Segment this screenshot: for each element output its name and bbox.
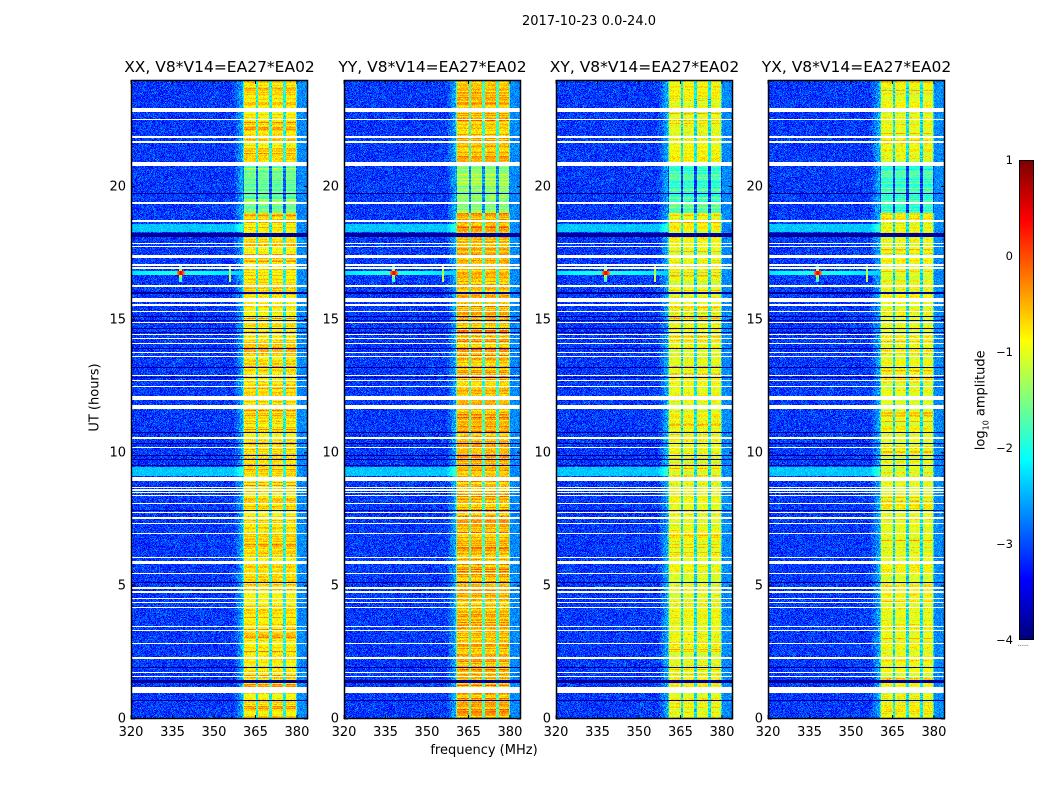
colorbar-tick-label: −4 bbox=[996, 633, 1013, 647]
x-axis-label: frequency (MHz) bbox=[430, 743, 538, 758]
heatmap-image bbox=[556, 80, 733, 719]
panel-title: YX, V8*V14=EA27*EA02 bbox=[761, 58, 952, 76]
x-tick-label: 380 bbox=[497, 725, 523, 740]
y-tick-label: 20 bbox=[534, 179, 551, 194]
heatmap-image bbox=[131, 80, 308, 719]
y-tick-label: 5 bbox=[754, 578, 763, 594]
y-tick-label: 20 bbox=[109, 179, 126, 194]
axes-frame bbox=[767, 79, 946, 720]
colorbar-tick-label: −1 bbox=[996, 345, 1013, 359]
y-tick-label: 10 bbox=[534, 445, 551, 461]
x-tick-label: 320 bbox=[543, 725, 569, 740]
axes-frame bbox=[555, 79, 734, 720]
axes-frame bbox=[343, 79, 522, 720]
x-tick-label: 365 bbox=[668, 725, 693, 740]
spectrogram-panel-0: XX, V8*V14=EA27*EA02 320 335 350 365 380 0 5 10 1… bbox=[109, 58, 314, 740]
heatmap-image bbox=[344, 80, 521, 719]
y-tick-label: 5 bbox=[542, 578, 551, 594]
y-tick-label: 0 bbox=[330, 711, 339, 727]
x-tick-label: 335 bbox=[373, 725, 398, 740]
x-tick-label: 350 bbox=[626, 725, 652, 740]
y-tick-label: 5 bbox=[117, 578, 126, 594]
x-tick-label: 335 bbox=[160, 725, 185, 740]
y-tick-label: 0 bbox=[754, 711, 763, 727]
y-tick-label: 20 bbox=[322, 179, 339, 194]
colorbar-tick-label: 1 bbox=[1005, 153, 1013, 167]
x-tick-label: 350 bbox=[838, 725, 864, 740]
y-tick-label: 15 bbox=[109, 312, 126, 328]
panel-title: YY, V8*V14=EA27*EA02 bbox=[338, 58, 527, 76]
spectrogram-panel-1: YY, V8*V14=EA27*EA02 320 335 350 365 380 0 5 10 1… bbox=[322, 58, 526, 740]
x-tick-label: 380 bbox=[284, 725, 310, 740]
y-tick-label: 5 bbox=[330, 578, 339, 594]
colorbar-extension-marker: ...... bbox=[1017, 639, 1029, 649]
y-tick-label: 10 bbox=[322, 445, 339, 461]
y-axis-label: UT (hours) bbox=[87, 363, 103, 432]
x-tick-label: 335 bbox=[585, 725, 610, 740]
x-tick-label: 335 bbox=[797, 725, 822, 740]
axes-frame bbox=[130, 79, 309, 720]
figure-title: 2017-10-23 0.0-24.0 bbox=[522, 14, 656, 29]
x-tick-label: 365 bbox=[880, 725, 905, 740]
spectrogram-panel-2: XY, V8*V14=EA27*EA02 320 335 350 365 380 0 5 10 1… bbox=[534, 58, 739, 740]
x-tick-label: 365 bbox=[243, 725, 268, 740]
y-tick-label: 0 bbox=[542, 711, 551, 727]
y-tick-label: 15 bbox=[322, 312, 339, 328]
y-tick-label: 15 bbox=[746, 312, 763, 328]
x-tick-label: 320 bbox=[118, 725, 144, 740]
colorbar bbox=[1019, 160, 1034, 640]
spectrogram-panel-3: YX, V8*V14=EA27*EA02 320 335 350 365 380 0 5 10 1… bbox=[746, 58, 951, 740]
panel-title: XX, V8*V14=EA27*EA02 bbox=[124, 58, 315, 76]
y-tick-label: 10 bbox=[109, 445, 126, 461]
x-tick-label: 320 bbox=[755, 725, 781, 740]
panel-title: XY, V8*V14=EA27*EA02 bbox=[549, 58, 740, 76]
x-tick-label: 320 bbox=[331, 725, 357, 740]
x-tick-label: 380 bbox=[709, 725, 735, 740]
y-tick-label: 20 bbox=[746, 179, 763, 194]
colorbar-tick-label: −3 bbox=[996, 537, 1013, 551]
heatmap-image bbox=[768, 80, 945, 719]
x-tick-label: 350 bbox=[414, 725, 440, 740]
x-tick-label: 365 bbox=[456, 725, 481, 740]
y-tick-label: 0 bbox=[117, 711, 126, 727]
colorbar-label: log10 amplitude bbox=[973, 350, 991, 451]
y-tick-label: 15 bbox=[534, 312, 551, 328]
colorbar-tick-label: 0 bbox=[1005, 249, 1013, 263]
x-tick-label: 350 bbox=[201, 725, 227, 740]
y-tick-label: 10 bbox=[746, 445, 763, 461]
x-tick-label: 380 bbox=[921, 725, 947, 740]
colorbar-tick-label: −2 bbox=[996, 441, 1013, 455]
